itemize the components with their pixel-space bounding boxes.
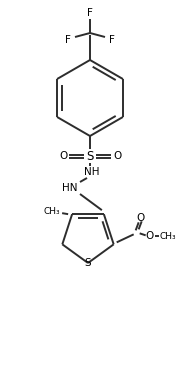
Text: NH: NH [84, 167, 100, 177]
Text: F: F [109, 35, 115, 45]
Text: S: S [85, 258, 91, 268]
Text: S: S [86, 149, 94, 163]
Text: F: F [65, 35, 71, 45]
Text: O: O [113, 151, 121, 161]
Text: HN: HN [62, 183, 78, 193]
Text: F: F [87, 8, 93, 18]
Text: CH₃: CH₃ [44, 207, 60, 216]
Text: O: O [146, 231, 154, 241]
Text: O: O [59, 151, 67, 161]
Text: O: O [137, 213, 145, 223]
Text: CH₃: CH₃ [159, 232, 176, 241]
